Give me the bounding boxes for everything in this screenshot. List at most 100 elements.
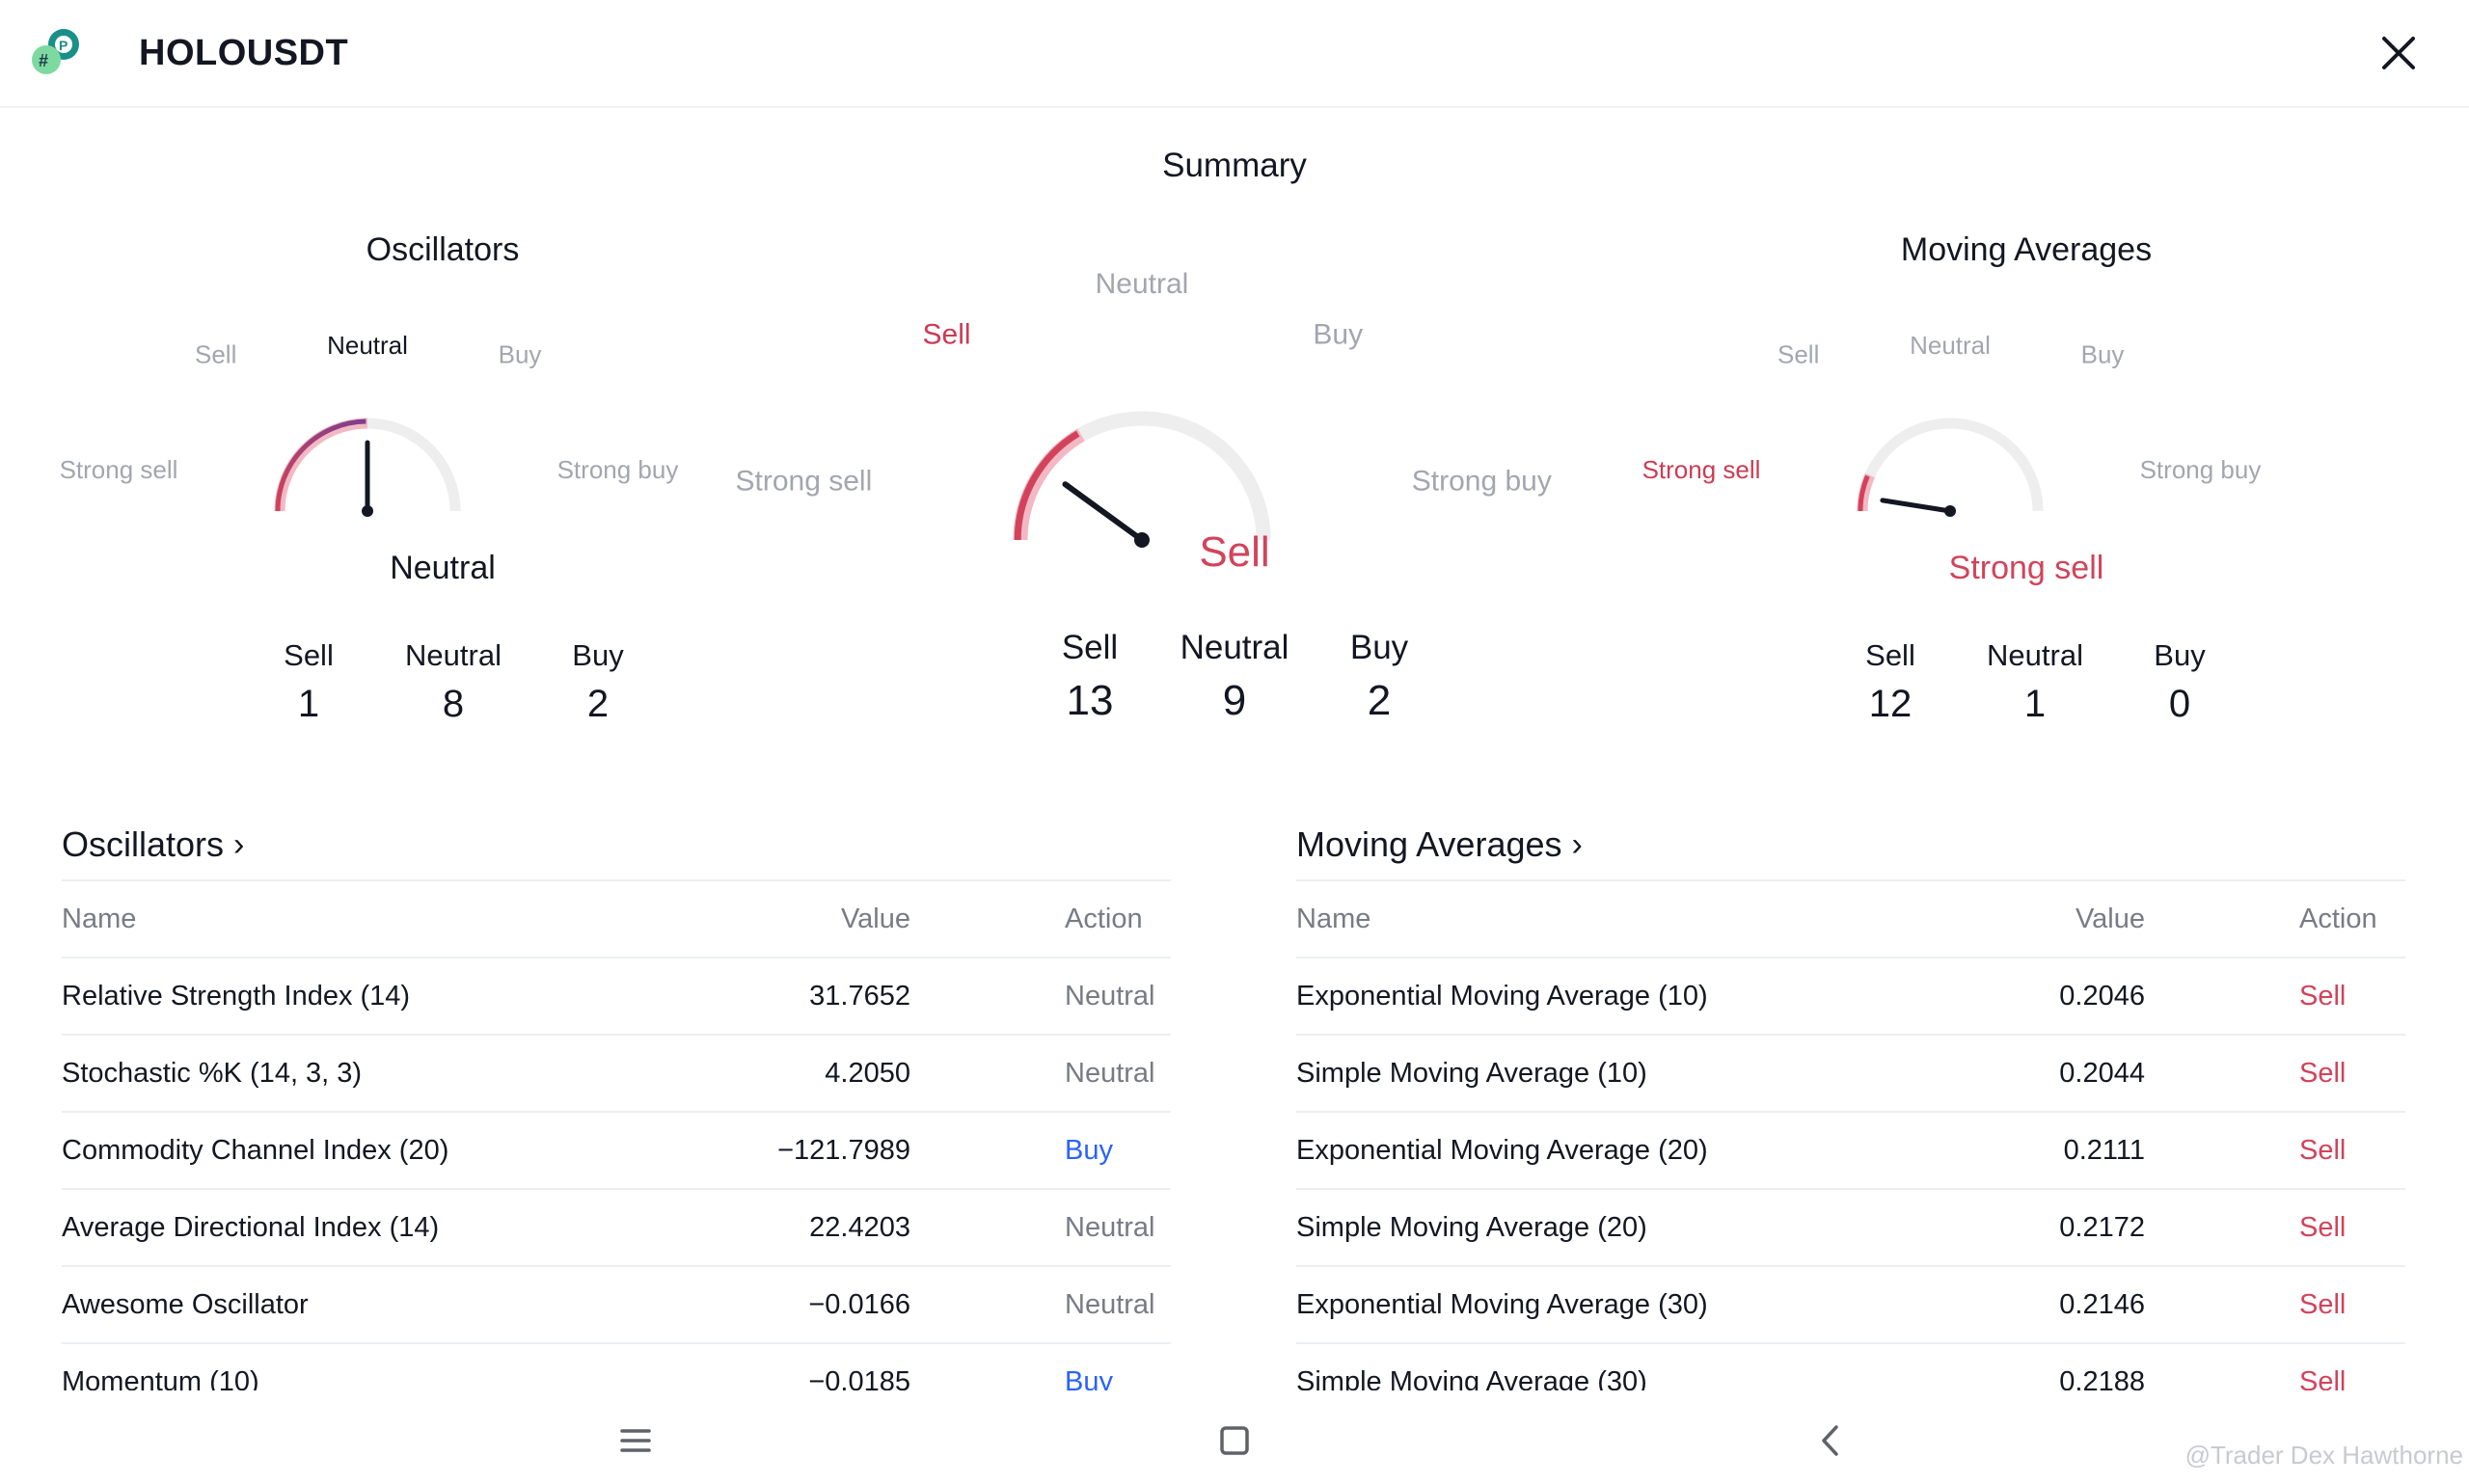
oscillators-gauge-title: Oscillators (366, 231, 520, 268)
count-neutral-label: Neutral (405, 638, 502, 672)
oscillators-counts: Sell 1 Neutral 8 Buy 2 (260, 638, 646, 726)
moving-averages-table-heading: Moving Averages (1296, 824, 1562, 864)
row-action: Neutral (1065, 1288, 1155, 1320)
row-action: Sell (2299, 1288, 2347, 1320)
gauge-label-neutral: Neutral (1096, 268, 1189, 300)
row-name: Stochastic %K (14, 3, 3) (62, 1057, 363, 1089)
summary-title: Summary (1162, 147, 1307, 184)
chevron-right-icon: › (233, 825, 245, 863)
gauge-label-strong-buy: Strong buy (557, 455, 679, 484)
table-row: Simple Moving Average (10) 0.2044 Sell (1296, 1036, 2405, 1113)
count-sell-value: 12 (1868, 683, 1913, 725)
table-header-row: Name Value Action (62, 881, 1171, 958)
gauge-label-sell: Sell (195, 339, 236, 368)
system-navigation-bar (0, 1396, 2469, 1484)
row-value: −0.0166 (808, 1288, 910, 1320)
moving-averages-verdict: Strong sell (1948, 550, 2104, 586)
moving-averages-gauge: Strong sell Sell Neutral Buy Strong buy (1642, 331, 2261, 517)
summary-gauge: Strong sell Sell Neutral Buy Strong buy (735, 268, 1552, 548)
oscillators-table-heading: Oscillators (62, 824, 225, 864)
count-buy-label: Buy (1349, 629, 1409, 666)
moving-averages-counts: Sell 12 Neutral 1 Buy 0 (1842, 638, 2228, 726)
gauge-label-strong-sell: Strong sell (60, 455, 178, 484)
symbol-title: HOLOUSDT (139, 33, 349, 73)
oscillators-gauge: Strong sell Sell Neutral Buy Strong buy (60, 331, 679, 517)
row-name: Exponential Moving Average (10) (1296, 980, 1708, 1012)
table-row: Awesome Oscillator −0.0166 Neutral (62, 1267, 1171, 1344)
menu-icon[interactable] (614, 1419, 657, 1462)
count-sell-value: 13 (1066, 677, 1114, 724)
row-action: Sell (2299, 1057, 2347, 1089)
row-name: Exponential Moving Average (20) (1296, 1134, 1708, 1166)
row-name: Exponential Moving Average (30) (1296, 1288, 1708, 1320)
header-bar: P # HOLOUSDT (0, 0, 2469, 108)
row-value: 0.2188 (2059, 1365, 2145, 1391)
gauge-label-neutral: Neutral (327, 331, 408, 360)
row-action: Sell (2299, 980, 2347, 1012)
moving-averages-rows: Exponential Moving Average (10) 0.2046 Sel… (1296, 958, 2405, 1390)
gauge-label-buy: Buy (499, 339, 542, 368)
column-header-value: Value (2075, 903, 2145, 934)
table-row: Simple Moving Average (20) 0.2172 Sell (1296, 1190, 2405, 1267)
count-neutral: Neutral 9 (1167, 629, 1302, 725)
count-sell-value: 1 (297, 683, 320, 725)
table-header-row: Name Value Action (1296, 881, 2405, 958)
table-row: Exponential Moving Average (10) 0.2046 Sel… (1296, 958, 2405, 1036)
count-neutral-label: Neutral (1180, 629, 1289, 666)
oscillators-table-link[interactable]: Oscillators › (62, 810, 1171, 879)
row-value: 31.7652 (809, 980, 910, 1012)
row-value: 0.2172 (2059, 1211, 2145, 1243)
column-header-action: Action (2299, 903, 2377, 934)
count-neutral: Neutral 1 (1967, 638, 2103, 726)
row-name: Momentum (10) (62, 1365, 259, 1391)
holo-coin-icon: P # (32, 29, 79, 74)
row-action: Buy (1065, 1134, 1113, 1166)
oscillators-table: Oscillators › Name Value Action Relative… (62, 810, 1171, 1390)
table-row: Simple Moving Average (30) 0.2188 Sell (1296, 1344, 2405, 1391)
count-buy-value: 2 (586, 683, 610, 725)
row-action: Sell (2299, 1365, 2347, 1391)
count-buy: Buy 2 (550, 638, 646, 726)
row-action: Sell (2299, 1211, 2347, 1243)
table-row: Stochastic %K (14, 3, 3) 4.2050 Neutral (62, 1036, 1171, 1113)
close-icon[interactable] (2374, 29, 2423, 77)
summary-verdict: Sell (1199, 528, 1270, 576)
row-action: Sell (2299, 1134, 2347, 1166)
row-name: Simple Moving Average (30) (1296, 1365, 1647, 1391)
row-name: Simple Moving Average (20) (1296, 1211, 1647, 1243)
column-header-name: Name (1296, 903, 1371, 934)
count-buy: Buy 2 (1331, 629, 1427, 725)
moving-averages-table-link[interactable]: Moving Averages › (1296, 810, 2405, 879)
count-buy: Buy 0 (2131, 638, 2228, 726)
row-name: Relative Strength Index (14) (62, 980, 411, 1012)
count-buy-value: 0 (2168, 683, 2191, 725)
table-row: Exponential Moving Average (20) 0.2111 Sel… (1296, 1113, 2405, 1190)
row-value: −0.0185 (808, 1365, 910, 1391)
table-row: Exponential Moving Average (30) 0.2146 Sel… (1296, 1267, 2405, 1344)
column-header-value: Value (840, 903, 910, 934)
oscillators-verdict: Neutral (390, 550, 496, 586)
chevron-right-icon: › (1571, 825, 1583, 863)
count-neutral-value: 9 (1222, 677, 1247, 724)
gauge-label-strong-buy: Strong buy (1412, 466, 1552, 498)
back-chevron-icon[interactable] (1810, 1419, 1853, 1462)
count-sell: Sell 12 (1842, 638, 1939, 726)
row-action: Buy (1065, 1365, 1113, 1391)
gauge-label-neutral: Neutral (1910, 331, 1991, 360)
oscillators-rows: Relative Strength Index (14) 31.7652 Neutr… (62, 958, 1171, 1390)
row-value: 22.4203 (809, 1211, 910, 1243)
count-neutral: Neutral 8 (386, 638, 521, 726)
watermark-text: @Trader Dex Hawthorne (2184, 1441, 2463, 1470)
gauge-label-sell: Sell (1777, 339, 1819, 368)
row-action: Neutral (1065, 1211, 1155, 1243)
count-sell-label: Sell (1865, 638, 1915, 672)
count-buy-value: 2 (1367, 677, 1392, 724)
table-row: Average Directional Index (14) 22.4203 Neu… (62, 1190, 1171, 1267)
count-neutral-label: Neutral (1987, 638, 2083, 672)
count-sell: Sell 1 (260, 638, 357, 726)
table-row: Relative Strength Index (14) 31.7652 Neutr… (62, 958, 1171, 1036)
row-value: 0.2111 (2063, 1134, 2145, 1166)
home-square-icon[interactable] (1213, 1419, 1256, 1462)
count-sell: Sell 13 (1042, 629, 1138, 725)
count-sell-label: Sell (284, 638, 334, 672)
